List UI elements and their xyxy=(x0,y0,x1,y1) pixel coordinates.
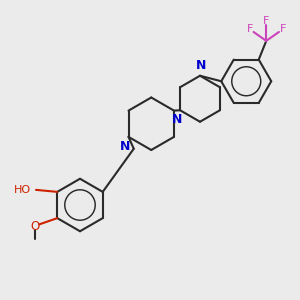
Text: HO: HO xyxy=(14,185,31,195)
Text: N: N xyxy=(120,140,131,153)
Text: O: O xyxy=(31,220,40,232)
Text: N: N xyxy=(196,59,206,72)
Text: F: F xyxy=(263,16,269,26)
Text: N: N xyxy=(172,113,182,126)
Text: F: F xyxy=(247,24,253,34)
Text: F: F xyxy=(279,24,286,34)
